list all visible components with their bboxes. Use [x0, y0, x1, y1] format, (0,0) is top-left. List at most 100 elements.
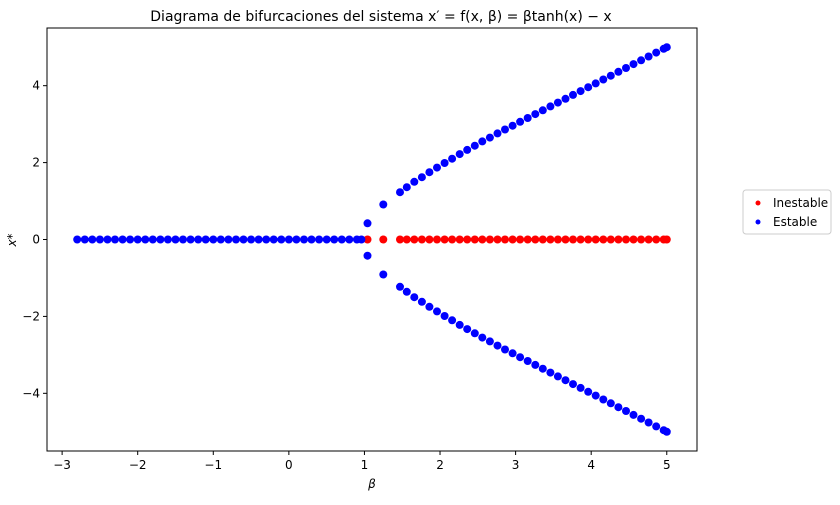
- point-inestable-38: [662, 235, 671, 244]
- point-estable-1: [80, 235, 89, 244]
- point-estable-16: [194, 235, 203, 244]
- point-estable-23: [247, 235, 256, 244]
- point-estable-75: [516, 117, 525, 126]
- point-inestable-12: [470, 235, 479, 244]
- y-axis: −4 −2 0 2 4: [22, 79, 47, 400]
- point-estable-32: [315, 235, 324, 244]
- point-estable-98: [599, 395, 608, 404]
- x-tick-label-2: −1: [204, 458, 222, 472]
- point-inestable-22: [546, 235, 555, 244]
- point-inestable-20: [531, 235, 540, 244]
- point-inestable-28: [591, 235, 600, 244]
- point-estable-95: [591, 79, 600, 88]
- point-estable-101: [614, 67, 623, 76]
- point-estable-88: [561, 376, 570, 385]
- point-estable-57: [448, 154, 457, 163]
- x-tick-label-0: −3: [53, 458, 71, 472]
- point-estable-51: [425, 168, 434, 177]
- point-estable-44: [396, 282, 404, 291]
- legend-label-inestable: Inestable: [773, 196, 828, 210]
- point-estable-55: [440, 159, 449, 167]
- point-estable-65: [478, 137, 487, 146]
- point-estable-18: [209, 235, 218, 244]
- x-axis-label: β: [367, 477, 376, 491]
- legend-marker-estable: [755, 219, 761, 225]
- points-layer: [73, 43, 671, 436]
- point-estable-80: [531, 360, 540, 369]
- point-estable-64: [470, 329, 479, 338]
- point-inestable-0: [363, 235, 372, 244]
- point-estable-112: [652, 422, 661, 431]
- point-estable-38: [357, 235, 366, 244]
- point-inestable-31: [614, 235, 623, 244]
- point-estable-34: [330, 235, 339, 244]
- point-inestable-34: [637, 235, 646, 244]
- point-estable-43: [396, 188, 404, 197]
- point-inestable-10: [455, 235, 464, 244]
- point-estable-35: [337, 235, 346, 244]
- point-estable-33: [322, 235, 331, 244]
- y-axis-label: x*: [5, 233, 19, 247]
- point-inestable-29: [599, 235, 608, 244]
- point-inestable-19: [523, 235, 532, 244]
- point-inestable-1: [379, 235, 388, 244]
- point-estable-21: [232, 235, 240, 244]
- y-tick-label-3: 2: [32, 156, 40, 170]
- point-estable-5: [111, 235, 119, 244]
- point-estable-77: [523, 114, 532, 122]
- point-inestable-5: [417, 235, 426, 244]
- point-estable-94: [584, 387, 593, 396]
- x-tick-label-5: 2: [436, 458, 444, 472]
- point-estable-49: [417, 173, 426, 182]
- point-inestable-30: [606, 235, 615, 244]
- point-inestable-23: [553, 235, 562, 244]
- point-estable-54: [433, 307, 441, 316]
- point-estable-20: [224, 235, 233, 244]
- point-estable-115: [662, 43, 671, 52]
- point-estable-103: [622, 64, 630, 72]
- point-inestable-32: [622, 235, 630, 244]
- point-estable-72: [501, 345, 509, 354]
- point-estable-83: [546, 102, 555, 111]
- point-estable-10: [148, 235, 157, 244]
- point-estable-90: [569, 380, 577, 389]
- point-estable-6: [118, 235, 127, 244]
- y-tick-label-1: −2: [22, 309, 40, 323]
- point-estable-58: [448, 316, 457, 325]
- point-estable-104: [622, 407, 630, 415]
- point-estable-107: [637, 56, 646, 65]
- point-estable-102: [614, 403, 623, 412]
- x-tick-label-8: 5: [663, 458, 671, 472]
- point-estable-25: [262, 235, 271, 244]
- point-estable-96: [591, 391, 600, 400]
- point-estable-89: [569, 90, 577, 99]
- y-tick-label-2: 0: [32, 233, 40, 247]
- chart-title: Diagrama de bifurcaciones del sistema x′…: [150, 9, 611, 25]
- point-inestable-7: [433, 235, 441, 244]
- x-axis: −3 −2 −1 0 1 2 3 4 5: [53, 451, 671, 472]
- point-estable-12: [163, 235, 172, 244]
- point-estable-28: [284, 235, 293, 244]
- point-estable-45: [402, 183, 411, 192]
- point-estable-31: [307, 235, 316, 244]
- point-estable-46: [402, 287, 411, 296]
- x-tick-label-3: 0: [285, 458, 293, 472]
- point-estable-9: [141, 235, 150, 244]
- point-estable-11: [156, 235, 165, 244]
- y-tick-label-0: −4: [22, 386, 40, 400]
- point-estable-82: [538, 364, 547, 373]
- point-estable-86: [553, 372, 562, 381]
- point-estable-91: [576, 87, 585, 96]
- legend: Inestable Estable: [742, 189, 832, 235]
- point-inestable-17: [508, 235, 517, 244]
- point-inestable-21: [538, 235, 547, 244]
- point-estable-111: [652, 48, 661, 57]
- point-estable-85: [553, 98, 562, 107]
- point-estable-14: [179, 235, 187, 244]
- point-estable-4: [103, 235, 112, 244]
- point-estable-74: [508, 349, 517, 358]
- point-estable-56: [440, 312, 449, 320]
- point-inestable-35: [644, 235, 653, 244]
- point-estable-13: [171, 235, 180, 244]
- point-estable-71: [501, 125, 509, 134]
